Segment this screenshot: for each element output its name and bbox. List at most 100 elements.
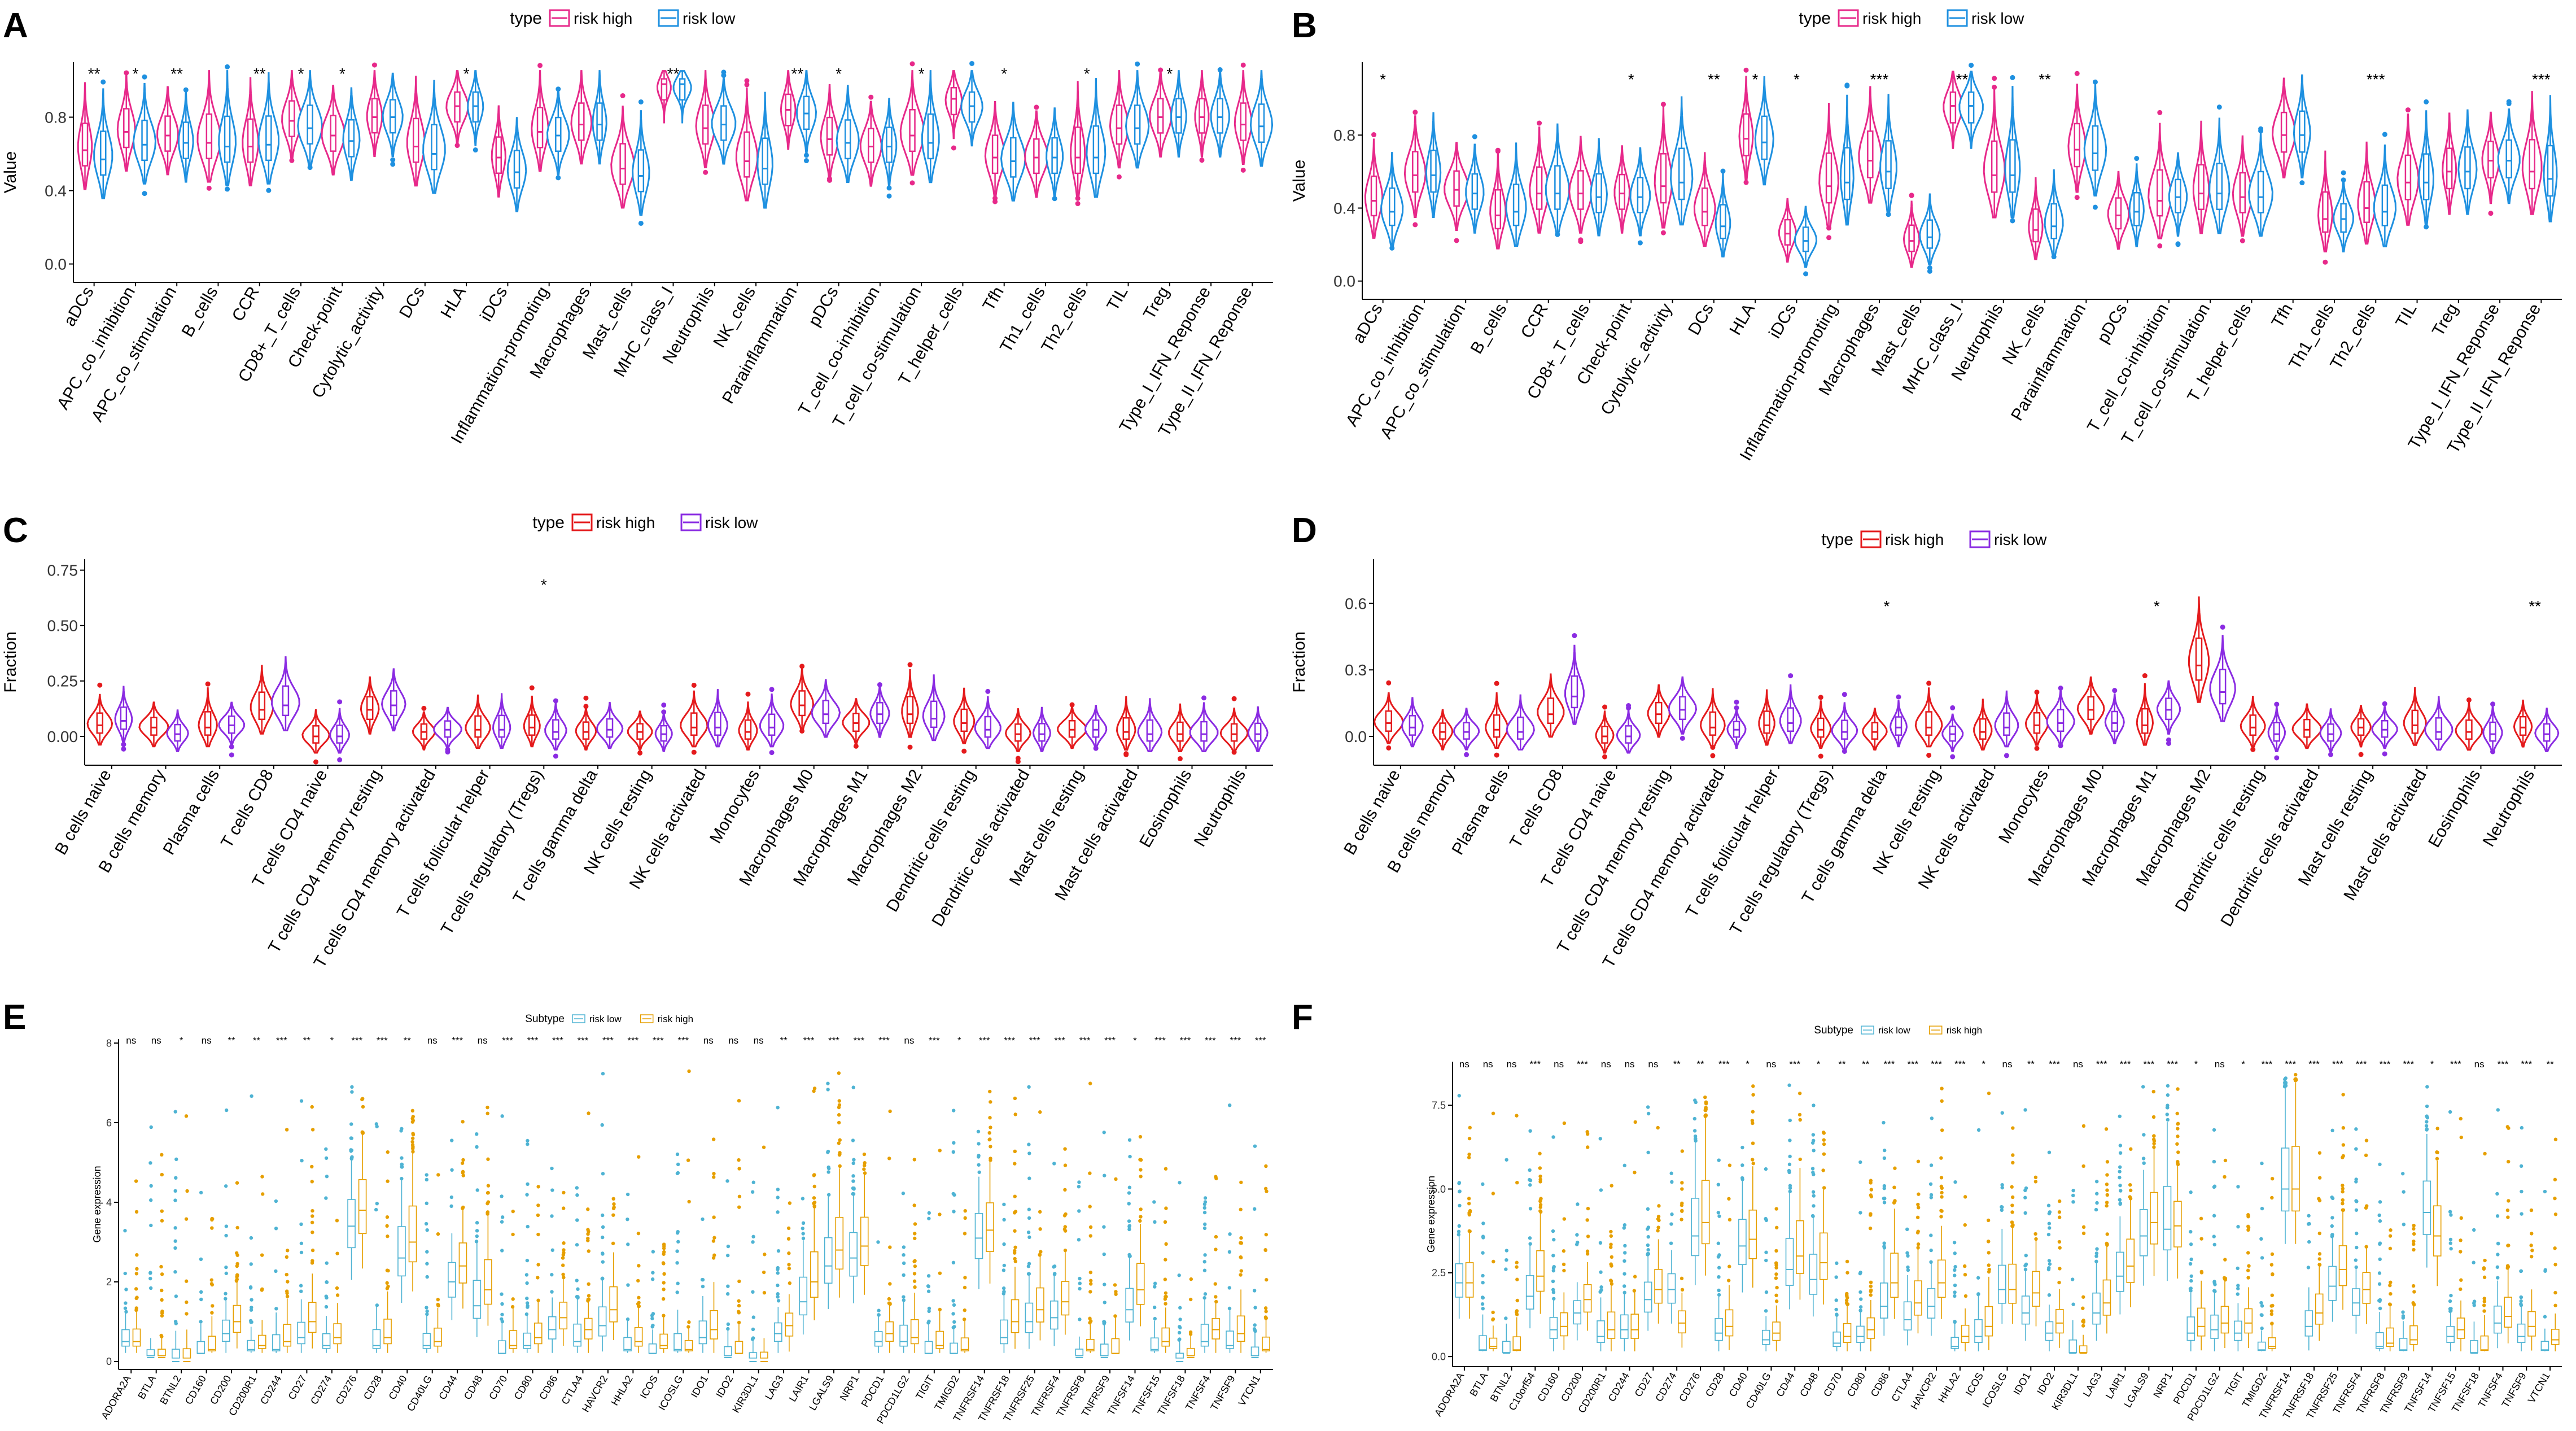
outlier-point	[2134, 156, 2140, 162]
outlier-point	[1598, 1137, 1602, 1141]
outlier-point	[160, 1314, 164, 1318]
category-group: TNFSF4***	[2476, 1059, 2512, 1410]
y-tick-label: 0.0	[1432, 1351, 1446, 1362]
box-first-series	[1867, 130, 1874, 178]
outlier-point	[2378, 1306, 2382, 1311]
outlier-point	[2118, 1144, 2123, 1148]
outlier-point	[310, 1248, 315, 1253]
box-first-series	[2195, 637, 2203, 681]
outlier-point	[325, 1175, 329, 1179]
outlier-point	[662, 1246, 666, 1250]
outlier-point	[173, 1239, 177, 1243]
outlier-point	[1052, 196, 1057, 202]
outlier-point	[1953, 1180, 1957, 1184]
outlier-point	[1845, 1302, 1849, 1306]
outlier-point	[1646, 1253, 1650, 1257]
outlier-point	[2199, 1216, 2203, 1220]
box-first-series	[1998, 1264, 2006, 1304]
outlier-point	[801, 1236, 806, 1241]
outlier-point	[2282, 1081, 2287, 1085]
outlier-point	[750, 1190, 755, 1194]
outlier-point	[390, 157, 396, 163]
outlier-point	[425, 1177, 429, 1182]
category-group: ICOSLG***	[656, 1035, 693, 1412]
outlier-point	[2188, 1287, 2193, 1291]
x-tick-label: BTLA	[135, 1373, 158, 1401]
box-first-series	[1655, 701, 1663, 725]
outlier-point	[385, 1281, 389, 1285]
outlier-point	[1202, 1206, 1206, 1210]
outlier-point	[1928, 1182, 1933, 1186]
outlier-point	[2270, 1321, 2274, 1326]
outlier-point	[1562, 1249, 1566, 1253]
outlier-point	[1178, 1317, 1182, 1321]
box-second-series	[1926, 219, 1934, 249]
outlier-point	[801, 1197, 805, 1201]
outlier-point	[1963, 1195, 1967, 1199]
significance-label: ***	[627, 1035, 638, 1046]
outlier-point	[583, 695, 589, 701]
outlier-point	[2307, 1214, 2311, 1218]
outlier-point	[1078, 1286, 1082, 1291]
outlier-point	[611, 1241, 615, 1246]
outlier-point	[562, 1248, 566, 1252]
box-second-series	[1819, 1232, 1828, 1280]
outlier-point	[977, 1142, 981, 1146]
box-first-series	[906, 696, 914, 725]
outlier-point	[1139, 1207, 1143, 1211]
outlier-point	[173, 1110, 177, 1114]
outlier-point	[636, 1231, 641, 1236]
significance-label: ***	[351, 1035, 362, 1046]
x-tick-label: CD160	[1535, 1371, 1560, 1404]
box-first-series	[258, 691, 266, 721]
outlier-point	[1929, 1260, 1933, 1264]
box-second-series	[2197, 1307, 2206, 1337]
y-tick-label: 2.5	[1432, 1267, 1446, 1279]
legend: Subtype risk low risk high	[525, 1013, 693, 1025]
outlier-point	[1127, 1191, 1131, 1195]
outlier-point	[1963, 1223, 1967, 1227]
box-second-series	[720, 105, 727, 141]
outlier-point	[2448, 1309, 2452, 1314]
box-first-series	[2234, 1320, 2242, 1341]
outlier-point	[536, 1185, 540, 1189]
x-tick-label: CD200	[1559, 1371, 1584, 1404]
outlier-point	[1188, 1330, 1193, 1334]
outlier-point	[838, 1138, 842, 1142]
box-first-series	[1709, 711, 1717, 736]
outlier-point	[812, 1205, 816, 1209]
outlier-point	[2033, 1180, 2038, 1184]
outlier-point	[2448, 1237, 2453, 1242]
box-first-series	[121, 1329, 130, 1347]
x-tick-label: Monocytes	[706, 766, 763, 847]
outlier-point	[561, 1206, 566, 1210]
category-group: Tfh	[2268, 74, 2311, 331]
outlier-point	[2212, 1214, 2216, 1218]
x-tick-label: Eosinophils	[1136, 766, 1195, 850]
box-second-series	[2504, 1297, 2512, 1328]
outlier-point	[2496, 1276, 2500, 1280]
x-tick-label: Neutrophils	[2479, 766, 2538, 850]
category-group: TNFRSF14***	[951, 1035, 994, 1424]
category-group: HLA*	[1726, 67, 1774, 338]
outlier-point	[2330, 1233, 2334, 1237]
outlier-point	[1788, 1118, 1792, 1123]
box-first-series	[196, 1341, 205, 1354]
outlier-point	[2010, 1224, 2015, 1228]
outlier-point	[550, 1248, 554, 1252]
box-second-series	[308, 1302, 317, 1333]
outlier-point	[1239, 1241, 1243, 1245]
outlier-point	[349, 1136, 354, 1140]
outlier-point	[2488, 211, 2494, 216]
x-tick-label: ADORA2A	[99, 1373, 133, 1421]
outlier-point	[826, 176, 832, 182]
outlier-point	[575, 1193, 579, 1197]
category-group: CD80**	[1845, 1059, 1875, 1399]
box-first-series	[1784, 219, 1791, 246]
outlier-point	[1239, 1207, 1243, 1211]
outlier-point	[2046, 1232, 2051, 1237]
outlier-point	[229, 752, 234, 758]
box-first-series	[1074, 126, 1081, 174]
outlier-point	[1575, 1242, 1579, 1246]
box-second-series	[637, 149, 645, 193]
